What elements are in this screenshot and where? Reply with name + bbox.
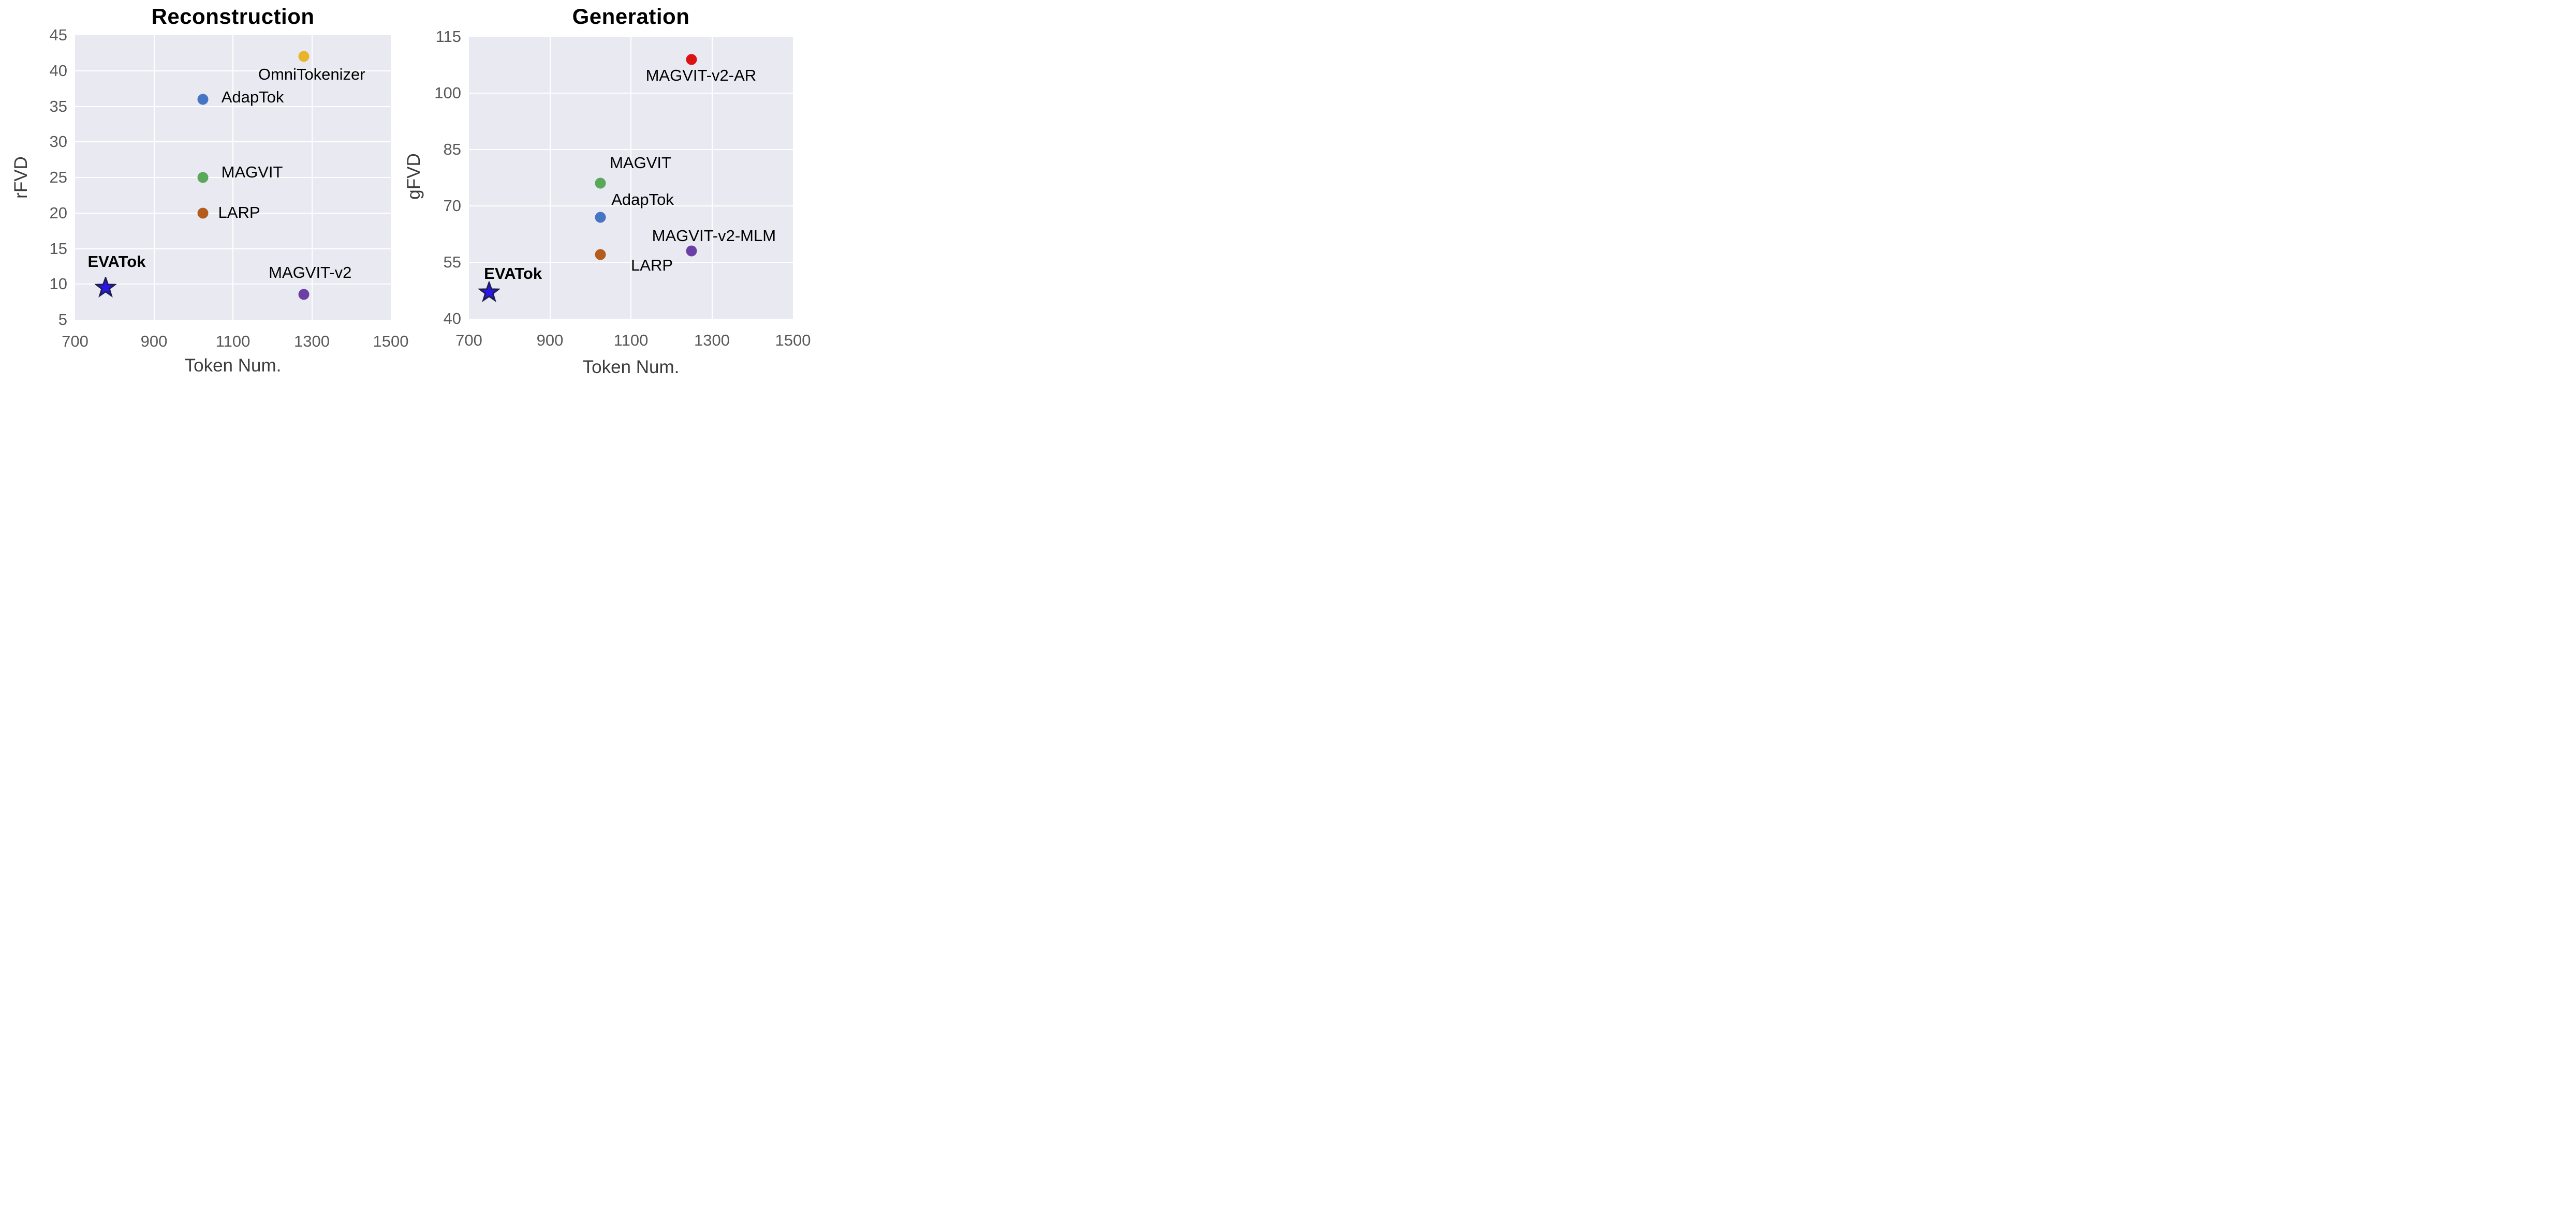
vertical-gridline xyxy=(232,35,233,320)
point-label-adaptok: AdapTok xyxy=(221,87,284,106)
x-tick-label: 900 xyxy=(536,331,564,349)
point-label-adaptok: AdapTok xyxy=(611,190,674,209)
vertical-gridline xyxy=(711,37,713,319)
reconstruction-x-axis-label: Token Num. xyxy=(184,355,282,376)
reconstruction-chart: Reconstruction rFVD Token Num. 5 10 15 20 25… xyxy=(0,0,812,380)
x-tick-label: 1500 xyxy=(373,332,409,350)
y-tick-label: 30 xyxy=(49,132,67,151)
reconstruction-title: Reconstruction xyxy=(151,4,315,28)
y-tick-label: 45 xyxy=(49,26,67,44)
dot-marker-magvit-v2 xyxy=(298,289,310,300)
x-tick-label: 900 xyxy=(140,332,168,350)
point-label-larp: LARP xyxy=(631,256,673,275)
y-tick-label: 35 xyxy=(49,97,67,115)
x-tick-label: 1500 xyxy=(775,331,811,349)
x-tick-label: 1300 xyxy=(694,331,730,349)
y-tick-label: 40 xyxy=(443,309,461,327)
y-tick-label: 115 xyxy=(435,27,461,46)
y-tick-label: 85 xyxy=(443,140,461,158)
y-tick-label: 25 xyxy=(49,168,67,186)
y-tick-label: 100 xyxy=(434,84,461,102)
vertical-gridline xyxy=(549,37,551,319)
dot-marker-magvit-v2-ar xyxy=(686,54,697,65)
dot-marker-adaptok xyxy=(197,94,209,105)
star-marker-evatok xyxy=(95,277,117,298)
dot-marker-adaptok xyxy=(595,212,606,223)
x-tick-label: 700 xyxy=(62,332,89,350)
x-tick-label: 700 xyxy=(455,331,482,349)
point-label-omnitokenizer: OmniTokenizer xyxy=(258,65,365,84)
dot-marker-larp xyxy=(197,207,209,219)
point-label-evatok: EVATok xyxy=(484,264,542,283)
vertical-gridline xyxy=(153,35,155,320)
y-tick-label: 20 xyxy=(49,203,67,222)
vertical-gridline xyxy=(630,37,631,319)
vertical-gridline xyxy=(311,35,313,320)
generation-y-axis-label: gFVD xyxy=(404,153,424,200)
point-label-magvit: MAGVIT xyxy=(221,163,283,181)
x-tick-label: 1100 xyxy=(613,331,649,349)
point-label-magvit-v2-mlm: MAGVIT-v2-MLM xyxy=(652,227,776,245)
dot-marker-magvit-v2-mlm xyxy=(686,245,697,257)
figure-canvas: Reconstruction rFVD Token Num. 5 10 15 20 25… xyxy=(0,0,812,380)
star-marker-evatok xyxy=(478,281,501,303)
y-tick-label: 5 xyxy=(58,310,67,329)
point-label-magvit-v2-ar: MAGVIT-v2-AR xyxy=(645,66,757,84)
dot-marker-magvit xyxy=(197,172,209,183)
generation-x-axis-label: Token Num. xyxy=(582,357,680,377)
y-tick-label: 55 xyxy=(443,253,461,271)
dot-marker-magvit xyxy=(595,177,606,189)
dot-marker-omnitokenizer xyxy=(298,51,310,62)
y-tick-label: 40 xyxy=(49,61,67,80)
generation-title: Generation xyxy=(572,4,690,28)
generation-chart: Generation gFVD Token Num. 40 55 70 85 100 11… xyxy=(0,0,812,380)
y-tick-label: 10 xyxy=(49,275,67,293)
point-label-evatok: EVATok xyxy=(87,252,146,271)
point-label-magvit-v2: MAGVIT-v2 xyxy=(269,263,352,281)
point-label-larp: LARP xyxy=(218,203,260,221)
dot-marker-larp xyxy=(595,249,606,260)
y-tick-label: 70 xyxy=(443,197,461,215)
y-tick-label: 15 xyxy=(49,239,67,258)
point-label-magvit: MAGVIT xyxy=(610,154,671,172)
x-tick-label: 1300 xyxy=(294,332,330,350)
x-tick-label: 1100 xyxy=(215,332,251,350)
